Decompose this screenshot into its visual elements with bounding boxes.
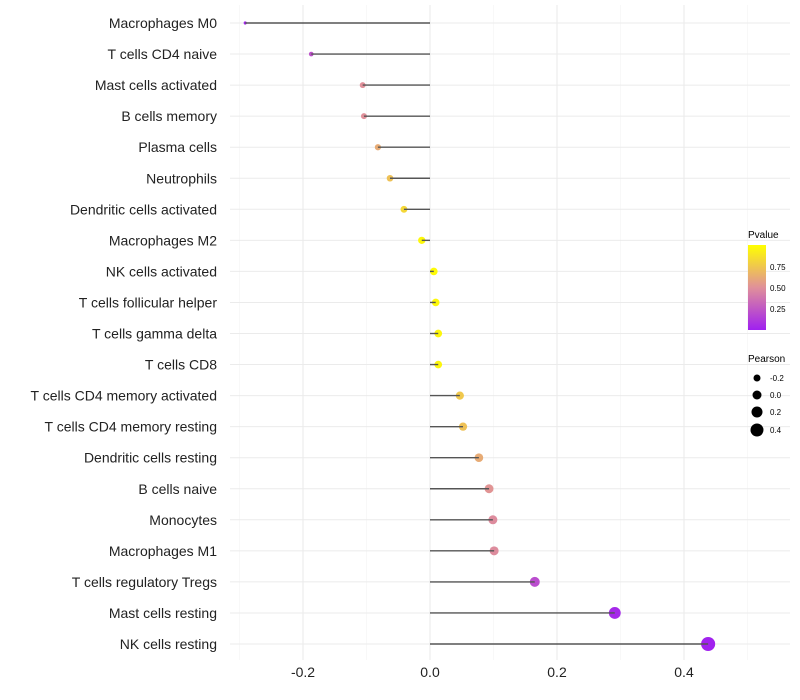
- y-tick-label: T cells regulatory Tregs: [72, 574, 217, 590]
- y-tick-label: Macrophages M1: [109, 543, 217, 559]
- y-tick-label: T cells CD4 memory activated: [31, 388, 217, 404]
- pearson-size-key: [751, 406, 763, 418]
- y-tick-label: NK cells resting: [120, 636, 217, 652]
- y-tick-label: T cells CD8: [145, 357, 217, 373]
- y-tick-label: Dendritic cells activated: [70, 201, 217, 217]
- pvalue-tick: 0.50: [770, 284, 786, 293]
- legend: Pvalue 0.75 0.50 0.25 Pearson -0.2 0.0 0…: [748, 230, 786, 437]
- pearson-size-key: [753, 374, 761, 382]
- y-tick-label: Mast cells activated: [95, 77, 217, 93]
- pearson-size-key: [750, 423, 764, 437]
- pearson-tick: 0.0: [770, 391, 782, 400]
- pearson-legend-title: Pearson: [748, 354, 785, 365]
- y-tick-label: NK cells activated: [106, 263, 217, 279]
- y-tick-label: Dendritic cells resting: [84, 450, 217, 466]
- pearson-tick: 0.4: [770, 426, 782, 435]
- pearson-tick: 0.2: [770, 408, 782, 417]
- y-tick-label: T cells follicular helper: [79, 294, 218, 310]
- y-tick-label: Monocytes: [149, 512, 217, 528]
- y-tick-label: B cells memory: [121, 108, 217, 124]
- pearson-size-key: [752, 390, 762, 400]
- y-tick-label: T cells gamma delta: [92, 326, 217, 342]
- pvalue-legend-title: Pvalue: [748, 230, 779, 241]
- pvalue-tick: 0.25: [770, 305, 786, 314]
- x-tick-label: 0.2: [547, 664, 567, 680]
- y-tick-label: B cells naive: [138, 481, 217, 497]
- x-tick-label: 0.0: [420, 664, 440, 680]
- y-tick-label: Macrophages M2: [109, 232, 217, 248]
- y-tick-label: Macrophages M0: [109, 15, 217, 31]
- y-tick-label: T cells CD4 naive: [108, 46, 218, 62]
- x-tick-label: 0.4: [674, 664, 694, 680]
- y-tick-label: Plasma cells: [138, 139, 217, 155]
- pvalue-tick: 0.75: [770, 263, 786, 272]
- x-tick-label: -0.2: [291, 664, 315, 680]
- y-tick-label: Mast cells resting: [109, 605, 217, 621]
- y-tick-label: Neutrophils: [146, 170, 217, 186]
- pearson-tick: -0.2: [770, 374, 784, 383]
- y-tick-label: T cells CD4 memory resting: [45, 419, 217, 435]
- pvalue-colorbar: [748, 245, 766, 330]
